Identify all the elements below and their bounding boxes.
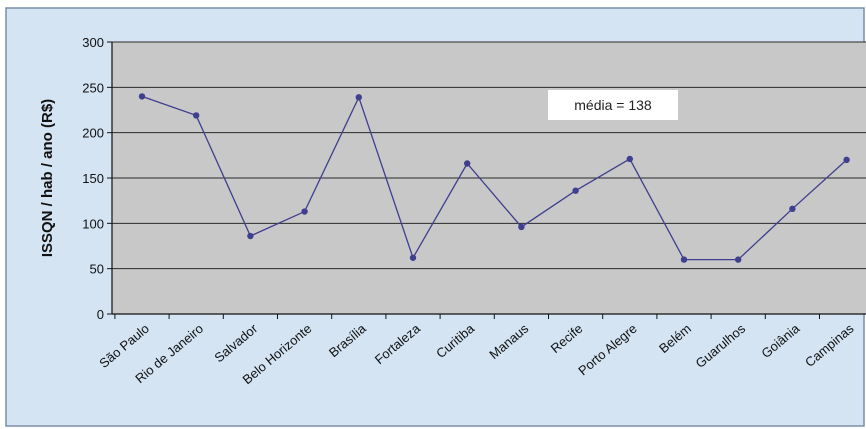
data-point	[735, 256, 742, 263]
data-point	[789, 205, 796, 213]
data-point	[301, 208, 308, 215]
data-point	[464, 160, 471, 167]
average-annotation: média = 138	[548, 90, 678, 120]
y-tick-label: 50	[90, 262, 104, 277]
data-point	[572, 187, 579, 194]
data-point	[355, 94, 362, 101]
data-point	[409, 254, 417, 261]
data-points	[138, 93, 850, 263]
grid-lines	[112, 41, 866, 270]
series-line-path	[141, 95, 848, 261]
data-point	[843, 156, 850, 164]
data-point	[680, 256, 688, 263]
y-tick-label: 150	[82, 171, 104, 186]
y-axis-label: ISSQN / hab / ano (R$)	[39, 99, 56, 257]
data-point	[626, 155, 633, 163]
y-tick-labels: 0 50 100 150 200 250 300	[82, 35, 104, 322]
y-tick-label: 250	[82, 80, 104, 95]
annotation-label: média = 138	[574, 97, 652, 113]
annotation-box	[548, 90, 678, 120]
data-point	[518, 223, 525, 231]
axes	[107, 41, 866, 319]
data-point	[138, 93, 146, 100]
y-tick-label: 200	[82, 126, 104, 141]
y-tick-label: 300	[82, 35, 104, 50]
data-point	[193, 112, 200, 119]
y-tick-label: 0	[97, 307, 104, 322]
y-tick-label: 100	[82, 216, 104, 231]
data-point	[247, 232, 254, 240]
series-line	[141, 95, 848, 261]
